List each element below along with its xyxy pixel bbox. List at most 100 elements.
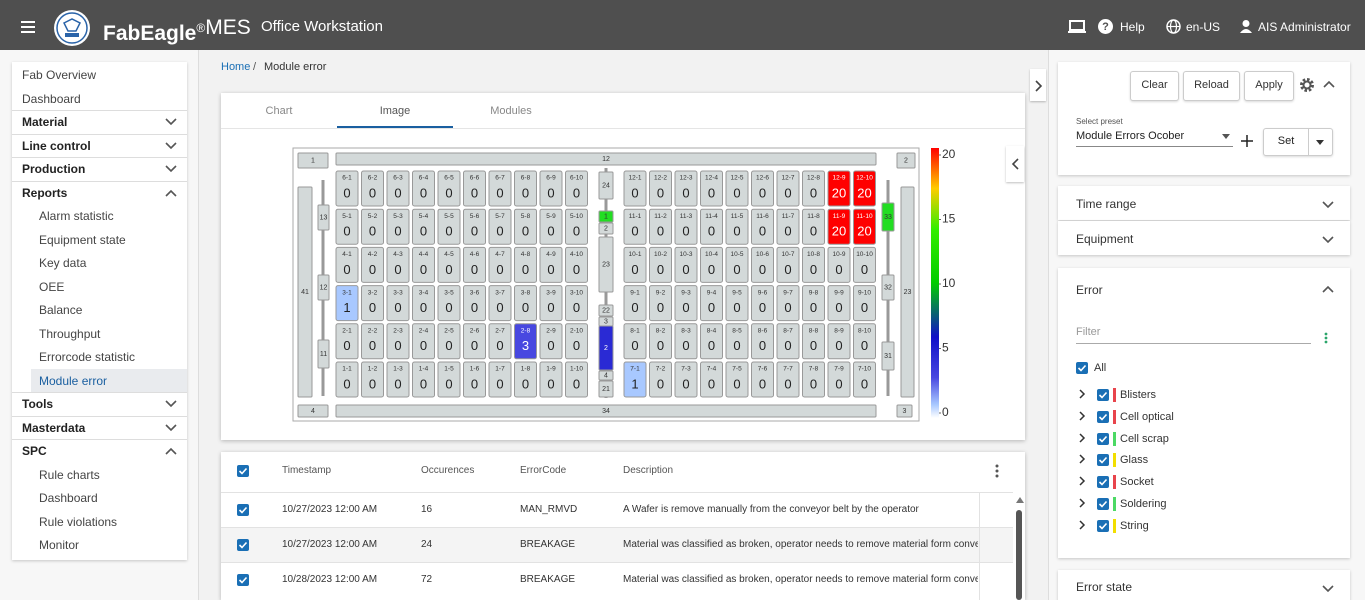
device-icon[interactable]	[1068, 20, 1086, 33]
checkbox-label[interactable]: All	[1094, 362, 1107, 374]
preset-select[interactable]: Module Errors Ocober	[1076, 130, 1185, 142]
expand-icon[interactable]	[1079, 498, 1086, 508]
checkbox[interactable]	[1097, 454, 1109, 467]
filter-section[interactable]	[1058, 186, 1350, 220]
nav-group[interactable]: Reports	[22, 185, 68, 200]
chevron-up[interactable]	[165, 189, 177, 197]
user-icon[interactable]	[1240, 20, 1252, 33]
chevron-right[interactable]	[1035, 80, 1043, 92]
user-menu[interactable]: AIS Administrator	[1258, 20, 1351, 34]
checkbox-label[interactable]: Blisters	[1120, 389, 1157, 401]
nav-item[interactable]: Equipment state	[39, 232, 126, 247]
expand-icon[interactable]	[1079, 389, 1086, 399]
nav-item[interactable]: Dashboard	[39, 491, 98, 505]
nav-item[interactable]: Errorcode statistic	[39, 350, 136, 364]
tab[interactable]: Chart	[265, 105, 293, 117]
nav-item[interactable]: Fab Overview	[22, 68, 97, 82]
checkbox[interactable]	[237, 465, 249, 477]
button[interactable]	[1183, 71, 1240, 101]
chevron-down[interactable]	[165, 141, 177, 150]
nav-item[interactable]: Alarm statistic	[39, 209, 114, 223]
nav-item[interactable]: Module error	[39, 373, 108, 388]
nav-group[interactable]: Material	[22, 115, 68, 129]
checkbox[interactable]	[1097, 519, 1109, 532]
panel-toggle[interactable]	[1006, 146, 1024, 182]
nav-group[interactable]: Tools	[22, 397, 54, 411]
button[interactable]	[1244, 71, 1294, 101]
checkbox[interactable]	[1097, 410, 1109, 423]
help-link[interactable]: Help	[1120, 20, 1145, 34]
button-label[interactable]: Reload	[1194, 79, 1229, 91]
button-label[interactable]: Clear	[1141, 79, 1168, 91]
chevron-up[interactable]	[1323, 80, 1335, 88]
column-header[interactable]: ErrorCode	[520, 465, 567, 476]
button-label[interactable]: Apply	[1255, 79, 1283, 91]
set-arrow[interactable]	[1316, 140, 1324, 145]
column-header[interactable]: Occurences	[421, 465, 475, 476]
nav-item[interactable]: OEE	[39, 279, 65, 294]
globe-icon[interactable]	[1166, 19, 1181, 34]
set-label[interactable]: Set	[1277, 135, 1295, 147]
nav-group[interactable]: Masterdata	[22, 420, 86, 435]
section-title[interactable]: Equipment	[1076, 232, 1134, 246]
chevron-down[interactable]	[165, 423, 177, 432]
section-title[interactable]: Error	[1076, 283, 1103, 297]
checkbox[interactable]	[237, 504, 249, 516]
nav-item[interactable]: Dashboard	[22, 91, 81, 106]
checkbox[interactable]	[237, 539, 249, 551]
chevron-down[interactable]	[165, 400, 177, 408]
add-preset[interactable]	[1241, 135, 1253, 147]
breadcrumb-link[interactable]: Home	[221, 61, 251, 73]
nav-group[interactable]: Line control	[22, 138, 91, 153]
column-header[interactable]: Description	[623, 465, 674, 476]
chevron-up[interactable]	[1322, 285, 1334, 293]
checkbox-label[interactable]: Soldering	[1120, 498, 1167, 510]
tab[interactable]: Image	[379, 105, 411, 117]
chevron-down[interactable]	[1322, 236, 1334, 244]
checkbox[interactable]	[1097, 476, 1109, 489]
checkbox[interactable]	[237, 574, 249, 586]
help-icon[interactable]: ?	[1098, 19, 1113, 34]
checkbox-label[interactable]: Socket	[1120, 476, 1154, 489]
expand-icon[interactable]	[1079, 433, 1086, 443]
section-title[interactable]: Error state	[1076, 580, 1133, 594]
expand-icon[interactable]	[1079, 411, 1086, 421]
nav-item[interactable]: Monitor	[39, 538, 80, 552]
expand-icon[interactable]	[1079, 520, 1086, 530]
checkbox[interactable]	[1097, 498, 1109, 510]
side-toggle[interactable]	[1030, 69, 1046, 101]
language-select[interactable]: en-US	[1186, 20, 1221, 34]
settings-icon[interactable]	[1299, 77, 1315, 93]
checkbox-label[interactable]: Cell scrap	[1120, 432, 1169, 445]
chevron-left[interactable]	[1011, 158, 1019, 170]
filter-section[interactable]	[1058, 221, 1350, 255]
list-menu[interactable]	[1324, 332, 1328, 344]
nav-item[interactable]: Rule charts	[39, 467, 100, 482]
chevron-up[interactable]	[165, 447, 177, 455]
checkbox[interactable]	[1076, 362, 1088, 374]
select-arrow[interactable]	[1222, 134, 1230, 139]
chevron-down[interactable]	[1322, 585, 1334, 593]
checkbox-label[interactable]: Cell optical	[1120, 410, 1174, 423]
scrollbar-thumb[interactable]	[1016, 510, 1022, 600]
section-title[interactable]: Time range	[1076, 197, 1137, 211]
nav-item[interactable]: Throughput	[39, 326, 101, 341]
nav-group[interactable]: SPC	[22, 444, 47, 458]
chevron-down[interactable]	[165, 118, 177, 126]
nav-group[interactable]: Production	[22, 162, 86, 176]
column-header[interactable]: Timestamp	[282, 465, 332, 476]
chevron-down[interactable]	[165, 165, 177, 173]
checkbox[interactable]	[1097, 432, 1109, 445]
filter-section[interactable]	[1058, 570, 1350, 600]
chevron-down[interactable]	[1322, 201, 1334, 209]
button[interactable]	[1130, 71, 1179, 101]
checkbox-label[interactable]: Glass	[1120, 454, 1149, 467]
nav-item[interactable]: Balance	[39, 303, 83, 317]
scroll-up[interactable]	[1016, 497, 1024, 503]
tab[interactable]: Modules	[490, 105, 532, 117]
nav-item[interactable]: Key data	[39, 256, 87, 270]
checkbox[interactable]	[1097, 389, 1109, 401]
checkbox-label[interactable]: String	[1120, 519, 1149, 532]
menu-button[interactable]	[21, 21, 35, 33]
more-menu[interactable]	[995, 464, 999, 478]
